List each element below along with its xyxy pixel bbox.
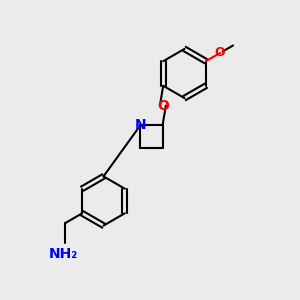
Text: NH₂: NH₂	[49, 247, 78, 261]
Text: O: O	[157, 99, 169, 112]
Text: O: O	[215, 46, 225, 59]
Text: N: N	[135, 118, 146, 132]
